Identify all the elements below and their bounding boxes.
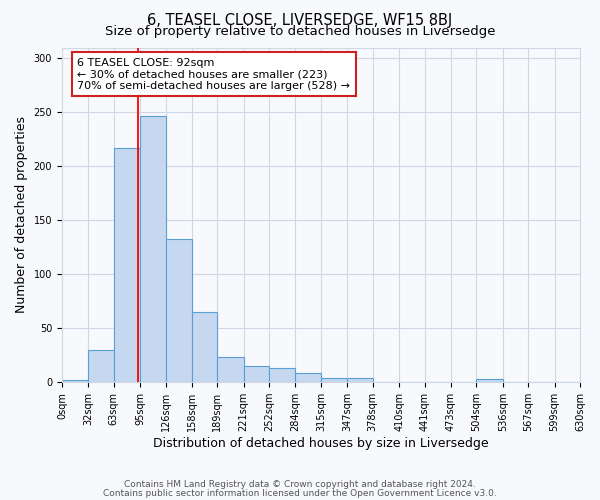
Bar	[269, 368, 295, 382]
Bar	[321, 378, 347, 382]
Bar	[140, 116, 166, 382]
Bar	[347, 378, 373, 382]
Bar	[166, 238, 192, 382]
Text: Size of property relative to detached houses in Liversedge: Size of property relative to detached ho…	[105, 25, 495, 38]
Text: 6, TEASEL CLOSE, LIVERSEDGE, WF15 8BJ: 6, TEASEL CLOSE, LIVERSEDGE, WF15 8BJ	[148, 12, 452, 28]
Bar	[88, 350, 114, 382]
Bar	[295, 372, 321, 382]
Bar	[217, 358, 244, 382]
X-axis label: Distribution of detached houses by size in Liversedge: Distribution of detached houses by size …	[153, 437, 489, 450]
Bar	[244, 366, 269, 382]
Bar	[62, 380, 88, 382]
Bar	[192, 312, 217, 382]
Text: Contains HM Land Registry data © Crown copyright and database right 2024.: Contains HM Land Registry data © Crown c…	[124, 480, 476, 489]
Y-axis label: Number of detached properties: Number of detached properties	[15, 116, 28, 314]
Text: Contains public sector information licensed under the Open Government Licence v3: Contains public sector information licen…	[103, 488, 497, 498]
Bar	[114, 148, 140, 382]
Text: 6 TEASEL CLOSE: 92sqm
← 30% of detached houses are smaller (223)
70% of semi-det: 6 TEASEL CLOSE: 92sqm ← 30% of detached …	[77, 58, 350, 90]
Bar	[476, 379, 503, 382]
